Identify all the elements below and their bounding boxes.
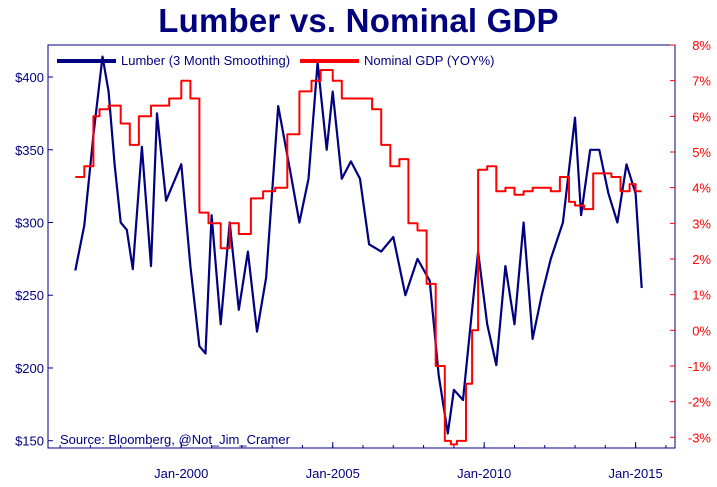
x-axis: Jan-2000 Jan-2005 Jan-2010 Jan-2015 <box>59 442 667 481</box>
source-note: Source: Bloomberg, @Not_Jim_Cramer <box>60 432 291 447</box>
right-tick-label: 1% <box>692 288 711 303</box>
left-tick-label: $150 <box>15 434 44 449</box>
legend-label-lumber: Lumber (3 Month Smoothing) <box>121 53 290 68</box>
x-tick-label: Jan-2010 <box>457 466 511 481</box>
chart-title: Lumber vs. Nominal GDP <box>158 2 559 39</box>
right-tick-label: 3% <box>692 216 711 231</box>
right-tick-label: -3% <box>688 430 712 445</box>
right-tick-label: 5% <box>692 145 711 160</box>
left-tick-label: $400 <box>15 70 44 85</box>
right-tick-label: 4% <box>692 181 711 196</box>
legend-label-gdp: Nominal GDP (YOY%) <box>364 53 495 68</box>
right-tick-label: -1% <box>688 359 712 374</box>
series-layer <box>74 55 643 446</box>
legend: Lumber (3 Month Smoothing) Nominal GDP (… <box>57 53 495 68</box>
right-tick-label: 0% <box>692 323 711 338</box>
right-tick-label: 8% <box>692 38 711 53</box>
right-tick-label: 6% <box>692 109 711 124</box>
left-tick-label: $300 <box>15 215 44 230</box>
left-axis: $150 $200 $250 $300 $350 $400 <box>15 70 53 449</box>
series-gdp-line <box>75 69 642 446</box>
left-tick-label: $200 <box>15 361 44 376</box>
series-lumber-line <box>74 55 643 435</box>
left-tick-label: $250 <box>15 288 44 303</box>
right-tick-label: 2% <box>692 252 711 267</box>
x-tick-label: Jan-2000 <box>154 466 208 481</box>
plot-frame <box>47 44 676 449</box>
right-tick-label: -2% <box>688 395 712 410</box>
x-tick-label: Jan-2005 <box>306 466 360 481</box>
x-tick-label: Jan-2015 <box>609 466 663 481</box>
left-tick-label: $350 <box>15 143 44 158</box>
right-axis: -3% -2% -1% 0% 1% 2% 3% 4% 5% 6% 7% 8% <box>670 38 711 445</box>
right-tick-label: 7% <box>692 74 711 89</box>
